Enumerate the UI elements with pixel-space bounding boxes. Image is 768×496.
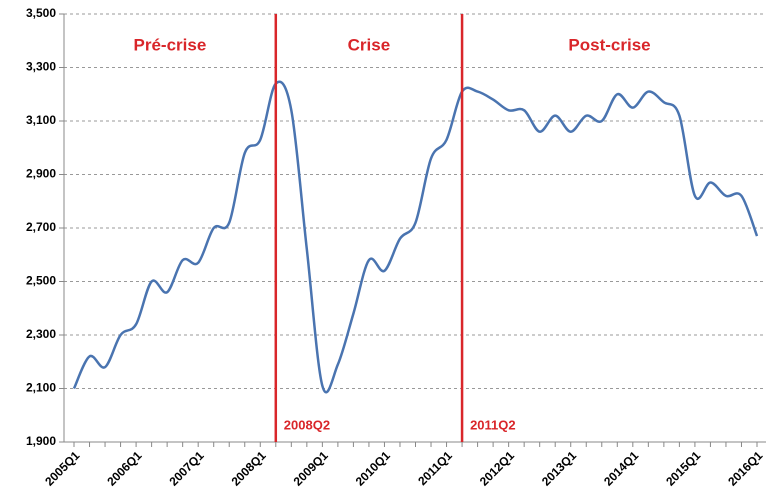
x-tick-label: 2005Q1 <box>42 448 82 488</box>
y-tick-label: 3,100 <box>26 113 56 127</box>
x-tick-label: 2014Q1 <box>601 448 641 488</box>
data-line <box>72 80 759 394</box>
y-tick-label: 3,500 <box>26 6 56 20</box>
x-tick-label: 2015Q1 <box>663 448 703 488</box>
event-label: 2011Q2 <box>470 417 516 432</box>
x-tick-label: 2007Q1 <box>166 448 206 488</box>
x-tick-label: 2011Q1 <box>415 448 455 488</box>
y-tick-label: 1,900 <box>26 434 56 448</box>
y-tick-label: 2,500 <box>26 274 56 288</box>
period-label: Pré-crise <box>134 35 207 54</box>
x-tick-label: 2010Q1 <box>353 448 393 488</box>
x-tick-label: 2006Q1 <box>104 448 144 488</box>
y-tick-label: 2,300 <box>26 327 56 341</box>
y-tick-label: 2,100 <box>26 381 56 395</box>
y-tick-label: 2,900 <box>26 167 56 181</box>
y-tick-label: 2,700 <box>26 220 56 234</box>
period-label: Crise <box>348 35 391 54</box>
x-tick-label: 2016Q1 <box>725 448 765 488</box>
x-tick-label: 2008Q1 <box>229 448 269 488</box>
x-tick-label: 2009Q1 <box>291 448 331 488</box>
x-tick-label: 2013Q1 <box>539 448 579 488</box>
period-label: Post-crise <box>568 35 650 54</box>
y-tick-label: 3,300 <box>26 60 56 74</box>
x-tick-label: 2012Q1 <box>477 448 517 488</box>
event-label: 2008Q2 <box>284 417 330 432</box>
